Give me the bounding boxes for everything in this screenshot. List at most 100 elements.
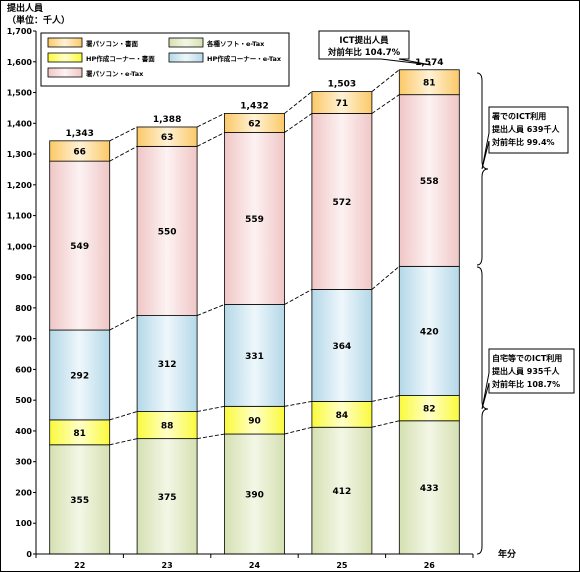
callout-office-line2: 提出人員 639千人: [492, 124, 560, 134]
connector-line: [109, 126, 138, 142]
connector-line: [197, 405, 225, 413]
bar-segment: [49, 140, 111, 162]
total-value-label: 1,343: [65, 129, 93, 139]
y-axis: 0 100 200 300 400 500 600 700 800 900 1,000 1,100 1,…: [7, 27, 37, 559]
segment-value-label: 82: [423, 405, 436, 415]
bar-segment: [136, 438, 198, 555]
bar-segment: [224, 113, 285, 133]
callout-office-ict: 署でのICT利用 提出人員 639千人 対前年比 99.4%: [476, 72, 569, 266]
bars-layer: [49, 69, 460, 555]
legend-swatch: [168, 52, 204, 63]
connector-line: [109, 411, 138, 421]
legend-label: HP作成コーナー・書面: [86, 54, 155, 63]
callout-ict: ICT提出人員 対前年比 104.7%: [318, 30, 432, 66]
connector-line: [196, 113, 225, 128]
segment-value-label: 90: [248, 417, 261, 427]
x-axis: 22 23 24 25 26: [35, 553, 474, 570]
bar-segment: [49, 160, 111, 331]
segment-value-label: 88: [161, 422, 174, 432]
segment-value-label: 572: [333, 198, 352, 208]
connector-line: [284, 91, 313, 114]
segment-value-label: 559: [245, 215, 264, 225]
segment-value-label: 355: [70, 496, 89, 506]
segment-value-label: 66: [73, 147, 86, 157]
y-tick-label: 100: [15, 519, 32, 528]
connector-line: [371, 69, 400, 92]
total-value-label: 1,432: [240, 101, 268, 111]
connector-line: [109, 438, 138, 446]
connector-line: [371, 266, 400, 290]
segment-value-label: 292: [70, 371, 89, 381]
y-tick-label: 0: [26, 550, 32, 559]
connector-line: [371, 395, 400, 402]
unit-label-line2: （単位：千人）: [7, 14, 70, 26]
segment-value-label: 549: [70, 242, 89, 252]
connector-line: [109, 145, 138, 162]
total-value-label: 1,503: [328, 80, 356, 90]
segment-value-label: 390: [245, 491, 264, 501]
segment-value-label: 558: [420, 177, 439, 187]
y-tick-label: 400: [15, 427, 32, 436]
bar-segment: [311, 113, 373, 290]
y-tick-label: 1,600: [7, 58, 33, 67]
segment-value-label: 312: [158, 360, 177, 370]
callout-home-brace: [476, 266, 489, 555]
bar-segment: [398, 265, 460, 396]
bar-segment: [224, 132, 285, 305]
y-tick-label: 1,700: [7, 27, 33, 36]
segment-value-label: 81: [423, 79, 436, 89]
callout-home-line1: 自宅等でのICT利用: [492, 353, 562, 363]
y-tick-label: 1,400: [7, 119, 33, 128]
segment-value-label: 433: [420, 484, 439, 494]
legend-swatch: [47, 37, 83, 48]
callout-ict-box: [318, 30, 432, 66]
bar-segment: [136, 315, 198, 412]
callout-ict-line2: 対前年比 104.7%: [327, 47, 401, 58]
connector-line: [284, 289, 313, 305]
legend-label: 各種ソフト・e-Tax: [206, 39, 265, 48]
x-axis-title: 年分: [498, 548, 516, 560]
segment-value-label: 412: [333, 487, 352, 497]
callout-office-line3: 対前年比 99.4%: [491, 137, 555, 147]
callout-home-ict: 自宅等でのICT利用 提出人員 935千人 対前年比 108.7%: [476, 266, 575, 555]
bar-segment: [398, 395, 460, 422]
connector-line: [284, 426, 313, 435]
segment-value-label: 62: [248, 119, 261, 129]
callout-home-line2: 提出人員 935千人: [492, 366, 560, 376]
y-tick-label: 300: [15, 458, 32, 467]
callout-home-box: [481, 348, 575, 410]
callout-ict-line1: ICT提出人員: [339, 35, 389, 46]
y-tick-label: 1,500: [7, 89, 33, 98]
segment-value-label: 550: [158, 227, 177, 237]
connector-line: [284, 400, 312, 407]
y-tick-label: 1,300: [7, 150, 33, 159]
x-tick-label: 22: [74, 561, 85, 570]
segment-value-label: 420: [420, 327, 439, 337]
bar-segment: [224, 433, 285, 555]
total-value-label: 1,388: [153, 115, 181, 125]
y-tick-label: 500: [15, 396, 32, 405]
y-tick-label: 800: [15, 304, 32, 313]
bar-segment: [136, 411, 198, 440]
data-labels-layer: 355 81 292 549 66 1,343 375 88 312 550 63 1,388 390 9…: [65, 58, 443, 506]
segment-value-label: 84: [336, 411, 349, 421]
unit-label-line1: 提出人員: [7, 2, 43, 14]
bar-segment: [49, 419, 111, 446]
legend-swatch: [168, 37, 204, 48]
bar-segment: [398, 420, 460, 555]
bar-segment: [49, 329, 111, 421]
connector-line: [371, 94, 400, 114]
legend-swatch: [47, 67, 83, 78]
bar-segment: [311, 401, 373, 428]
bar-segment: [136, 126, 198, 147]
x-tick-label: 25: [336, 561, 348, 570]
y-tick-label: 1,000: [7, 242, 33, 251]
legend-label: 署パソコン・e-Tax: [86, 69, 144, 78]
segment-value-label: 63: [161, 133, 174, 143]
y-tick-label: 1,200: [7, 181, 33, 190]
x-tick-label: 24: [249, 561, 261, 570]
bar-segment: [311, 426, 373, 555]
